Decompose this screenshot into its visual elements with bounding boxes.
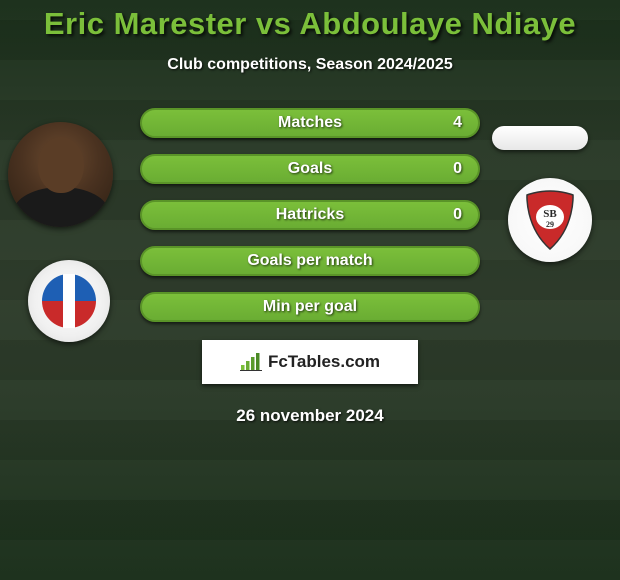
page-title: Eric Marester vs Abdoulaye Ndiaye bbox=[0, 0, 620, 42]
stat-pill-goals: Goals 0 bbox=[140, 154, 480, 184]
date-text: 26 november 2024 bbox=[0, 406, 620, 426]
content-wrapper: Eric Marester vs Abdoulaye Ndiaye Club c… bbox=[0, 0, 620, 580]
bar-3 bbox=[251, 357, 255, 370]
stat-pill-mpg: Min per goal bbox=[140, 292, 480, 322]
stat-row: Min per goal bbox=[0, 292, 620, 322]
stat-label: Min per goal bbox=[263, 298, 357, 316]
bar-4 bbox=[256, 353, 260, 370]
stat-label: Goals bbox=[288, 160, 332, 178]
bar-2 bbox=[246, 361, 250, 370]
brand-text: FcTables.com bbox=[268, 352, 380, 372]
stat-row: Goals 0 bbox=[0, 154, 620, 184]
stat-row: Goals per match bbox=[0, 246, 620, 276]
stat-value: 0 bbox=[453, 160, 462, 178]
stat-pill-gpm: Goals per match bbox=[140, 246, 480, 276]
stat-label: Goals per match bbox=[247, 252, 372, 270]
stats-container: Matches 4 Goals 0 Hattricks 0 Goals per … bbox=[0, 108, 620, 322]
stat-label: Hattricks bbox=[276, 206, 344, 224]
stat-pill-hattricks: Hattricks 0 bbox=[140, 200, 480, 230]
stat-pill-matches: Matches 4 bbox=[140, 108, 480, 138]
bar-chart-icon bbox=[240, 353, 262, 371]
stat-label: Matches bbox=[278, 114, 342, 132]
stat-row: Hattricks 0 bbox=[0, 200, 620, 230]
bar-1 bbox=[241, 365, 245, 370]
stat-row: Matches 4 bbox=[0, 108, 620, 138]
brand-box[interactable]: FcTables.com bbox=[202, 340, 418, 384]
stat-value: 4 bbox=[453, 114, 462, 132]
subtitle: Club competitions, Season 2024/2025 bbox=[0, 56, 620, 74]
stat-value: 0 bbox=[453, 206, 462, 224]
